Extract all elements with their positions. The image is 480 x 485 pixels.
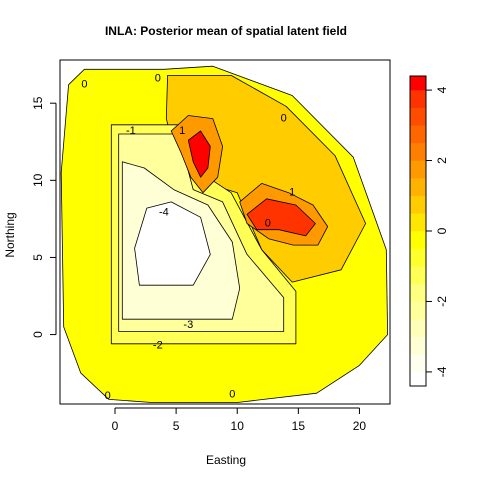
colorbar-tick-label: -2 [435, 296, 449, 307]
x-tick-label: 15 [292, 419, 306, 433]
contour-label-layer: 0 0 0 0 1 1 -1 -2 -3 -4 0 0 [81, 72, 295, 402]
y-tick-label: 5 [31, 254, 45, 261]
contour-label: 0 [281, 113, 287, 125]
contour-label: 0 [155, 72, 161, 84]
colorbar-band [410, 283, 426, 302]
y-tick-label: 0 [31, 331, 45, 338]
colorbar-band [410, 178, 426, 197]
colorbar-band [410, 125, 426, 144]
field-region-minimum-core [134, 201, 211, 286]
x-tick-label: 5 [173, 419, 180, 433]
contour-label: 1 [179, 125, 185, 137]
colorbar-tick-label: 4 [435, 86, 449, 93]
colorbar-band [410, 213, 426, 232]
colorbar-band [410, 371, 426, 387]
colorbar-band [410, 76, 426, 91]
colorbar-tick-label: 0 [435, 227, 449, 234]
contour-label: -4 [159, 207, 169, 219]
colorbar-band [410, 107, 426, 126]
contour-label: 1 [289, 187, 295, 199]
contour-label: 0 [229, 389, 235, 401]
y-tick-label: 15 [31, 96, 45, 110]
y-tick-label: 10 [31, 173, 45, 187]
field-region-east-hotspot-core [246, 198, 316, 237]
colorbar-band [410, 336, 426, 355]
field-layer [60, 65, 389, 403]
contour-label: 0 [81, 79, 87, 91]
x-axis: 0 5 10 15 20 [112, 407, 367, 433]
contour-label: 0 [265, 217, 271, 229]
colorbar-band [410, 231, 426, 249]
x-tick-label: 0 [112, 419, 119, 433]
y-axis: 0 5 10 15 [31, 96, 57, 338]
contour-label: 0 [105, 390, 111, 402]
colorbar: 4 2 0 -2 -4 [409, 75, 449, 387]
colorbar-band [410, 319, 426, 337]
x-axis-label: Easting [206, 453, 246, 467]
field-region-north-hotspot-core [187, 130, 211, 178]
y-axis-label: Northing [3, 212, 17, 257]
contour-label: -1 [126, 125, 136, 137]
colorbar-tick-label: 2 [435, 157, 449, 164]
colorbar-band [410, 266, 426, 285]
colorbar-band [410, 142, 426, 161]
chart-title: INLA: Posterior mean of spatial latent f… [105, 24, 347, 38]
colorbar-band [410, 195, 426, 214]
contour-label: -2 [153, 339, 163, 351]
colorbar-tick-label: -4 [435, 366, 449, 377]
x-tick-label: 20 [353, 419, 367, 433]
colorbar-band [410, 90, 426, 108]
x-tick-label: 10 [231, 419, 245, 433]
colorbar-band [410, 354, 426, 373]
colorbar-band [410, 248, 426, 267]
plot-frame [59, 59, 391, 405]
colorbar-band [410, 301, 426, 320]
colorbar-band [410, 160, 426, 179]
contour-label: -3 [183, 319, 193, 331]
